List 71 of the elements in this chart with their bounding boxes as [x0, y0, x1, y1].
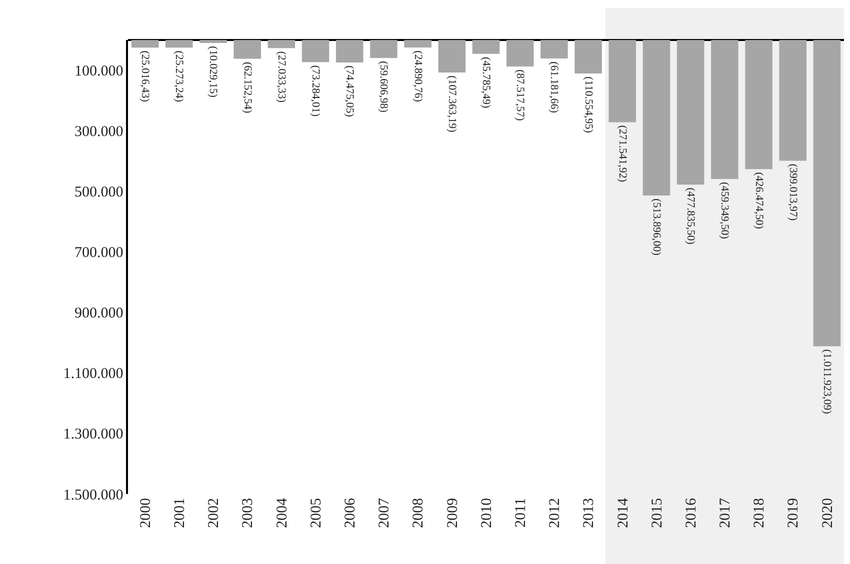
x-tick-label: 2002: [206, 498, 222, 528]
y-tick-label: 500.000: [74, 184, 124, 201]
x-tick-label: 2007: [376, 498, 393, 528]
x-tick-label: 2003: [240, 498, 256, 528]
y-tick-label: 1.300.000: [63, 426, 124, 443]
data-label: (87.517,57): [514, 69, 526, 122]
bar: [438, 40, 466, 72]
bar: [813, 40, 841, 346]
data-label: (24.890,76): [412, 50, 424, 102]
bar: [166, 40, 193, 48]
data-label: (426.474,50): [752, 172, 765, 230]
y-tick-label: 1.100.000: [63, 366, 124, 382]
data-label: (513.896,00): [650, 198, 662, 256]
data-label: (399.013,97): [786, 164, 799, 221]
x-tick-label: 2018: [752, 498, 768, 528]
x-tick-label: 2010: [478, 498, 495, 528]
data-label: (61.181,66): [548, 62, 560, 114]
y-tick-label: 900.000: [74, 306, 124, 322]
bar: [234, 40, 261, 59]
bar: [200, 40, 227, 44]
data-label: (107.363,19): [446, 76, 458, 133]
bar: [642, 40, 670, 196]
x-tick-label: 2000: [138, 498, 154, 528]
x-tick-label: 2017: [718, 498, 734, 528]
x-tick-label: 2014: [615, 498, 632, 528]
x-tick-label: 2016: [683, 498, 700, 528]
bar: [506, 40, 534, 66]
bar: [268, 40, 296, 48]
bar: [779, 40, 806, 161]
y-tick-label: 1.500.000: [63, 487, 124, 504]
x-tick-label: 2015: [649, 498, 666, 528]
y-tick-label: 100.000: [74, 64, 124, 80]
bar: [745, 40, 772, 170]
data-label: (477.835,50): [684, 188, 697, 245]
x-tick-label: 2004: [274, 498, 290, 528]
x-tick-label: 2012: [547, 498, 564, 528]
bar: [336, 40, 364, 63]
x-tick-label: 2020: [820, 498, 836, 528]
y-tick-label: 300.000: [74, 124, 124, 140]
data-label: (27.033,33): [275, 51, 288, 103]
bar: [404, 40, 432, 48]
bar: [608, 40, 636, 122]
data-label: (62.152,54): [241, 62, 254, 114]
x-tick-label: 2005: [308, 498, 324, 528]
data-label: (271.541,92): [616, 125, 628, 182]
data-label: (73.284,01): [310, 65, 322, 117]
data-label: (1.011.923,09): [820, 349, 833, 414]
bar: [472, 40, 500, 54]
bar: [574, 40, 602, 74]
data-label: (25.016,43): [139, 50, 152, 102]
y-tick-label: 700.000: [74, 245, 124, 262]
x-tick-label: 2019: [786, 498, 802, 528]
bar: [302, 40, 330, 62]
bar: [676, 40, 704, 185]
data-label: (459.349,50): [718, 182, 731, 240]
x-tick-label: 2013: [581, 498, 598, 528]
data-label: (74.475,05): [344, 66, 356, 118]
bar: [711, 40, 738, 180]
bar: [370, 40, 398, 58]
x-tick-label: 2009: [444, 498, 461, 528]
bar: [540, 40, 568, 59]
x-tick-label: 2008: [410, 498, 427, 528]
x-tick-label: 2011: [512, 498, 529, 528]
data-label: (10.029,15): [207, 46, 220, 98]
x-tick-label: 2006: [342, 498, 358, 528]
data-label: (110.554,95): [582, 76, 594, 134]
data-label: (45.785,49): [480, 56, 492, 109]
x-tick-label: 2001: [172, 498, 188, 528]
bar: [131, 40, 159, 48]
data-label: (59.606,98): [378, 61, 390, 113]
data-label: (25.273,24): [173, 50, 186, 102]
